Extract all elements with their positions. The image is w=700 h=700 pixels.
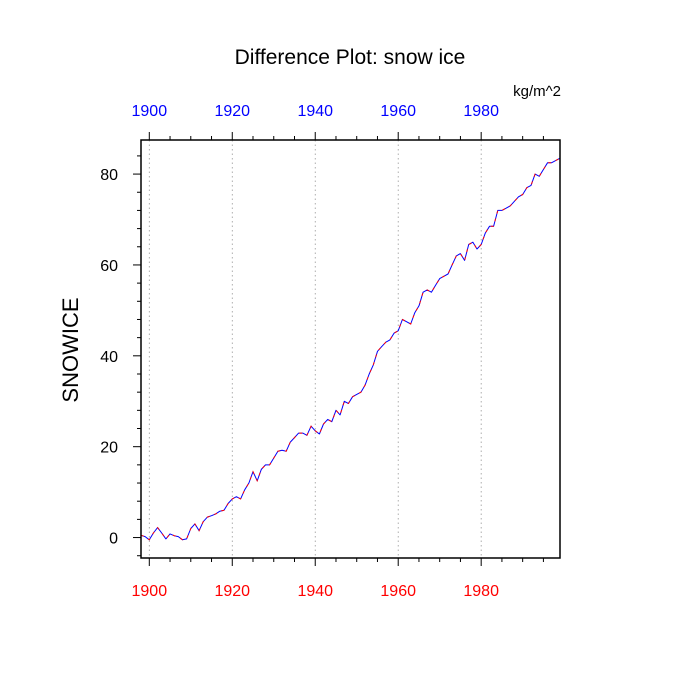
x-tick-label-top: 1900 bbox=[132, 103, 168, 120]
chart-title: Difference Plot: snow ice bbox=[235, 46, 466, 69]
data-series bbox=[140, 157, 561, 541]
x-tick-label-bottom: 1940 bbox=[297, 583, 333, 600]
grid-lines bbox=[148, 140, 482, 558]
y-tick-label: 60 bbox=[100, 258, 118, 275]
x-tick-label-top: 1920 bbox=[214, 103, 250, 120]
x-tick-label-bottom: 1960 bbox=[380, 583, 416, 600]
x-tick-label-top: 1960 bbox=[380, 103, 416, 120]
y-tick-label: 40 bbox=[100, 349, 118, 366]
x-tick-label-top: 1980 bbox=[463, 103, 499, 120]
series-line-overlay bbox=[140, 157, 561, 541]
tick-labels: 1900 1900 1920 1920 1940 1940 1960 1960 1980 1980… bbox=[100, 103, 499, 600]
x-tick-label-top: 1940 bbox=[297, 103, 333, 120]
series-line-main bbox=[140, 157, 561, 541]
axis-ticks bbox=[133, 132, 544, 566]
x-tick-label-bottom: 1920 bbox=[214, 583, 250, 600]
y-axis-label: SNOWICE bbox=[58, 297, 83, 402]
units-label: kg/m^2 bbox=[513, 83, 561, 100]
y-tick-label: 20 bbox=[100, 440, 118, 457]
x-tick-label-bottom: 1980 bbox=[463, 583, 499, 600]
plot-frame bbox=[140, 139, 561, 559]
y-tick-label: 0 bbox=[109, 531, 118, 548]
x-tick-label-bottom: 1900 bbox=[132, 583, 168, 600]
y-tick-label: 80 bbox=[100, 167, 118, 184]
